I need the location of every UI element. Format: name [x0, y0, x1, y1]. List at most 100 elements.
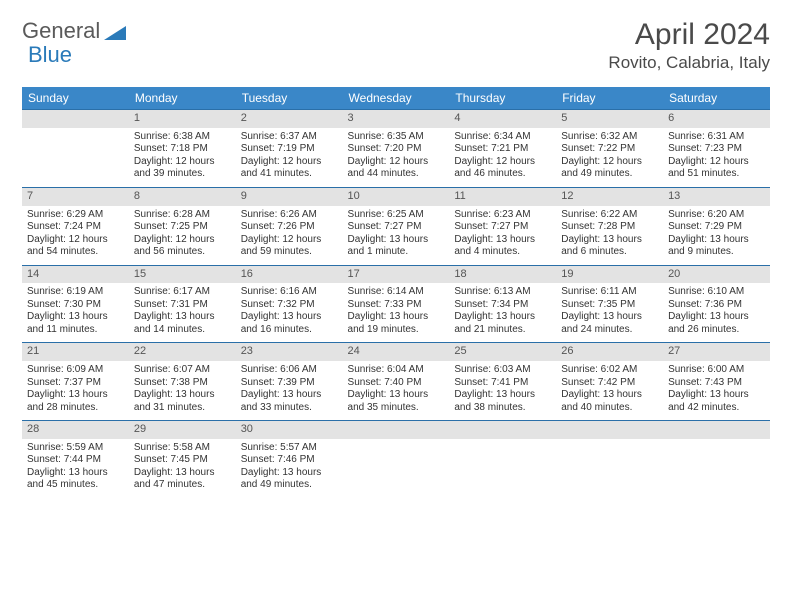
day-info: Sunrise: 6:03 AMSunset: 7:41 PMDaylight:… [449, 361, 556, 420]
daylight-line: Daylight: 13 hours and 26 minutes. [668, 311, 765, 336]
calendar-cell: 11Sunrise: 6:23 AMSunset: 7:27 PMDayligh… [449, 187, 556, 265]
weekday-header: Saturday [663, 87, 770, 109]
weekday-header: Monday [129, 87, 236, 109]
calendar-cell: 20Sunrise: 6:10 AMSunset: 7:36 PMDayligh… [663, 265, 770, 343]
sunrise-line: Sunrise: 6:16 AM [241, 286, 338, 299]
day-number: 1 [129, 109, 236, 128]
day-info: Sunrise: 5:57 AMSunset: 7:46 PMDaylight:… [236, 439, 343, 498]
sunset-line: Sunset: 7:38 PM [134, 377, 231, 390]
sunset-line: Sunset: 7:33 PM [348, 299, 445, 312]
daylight-line: Daylight: 12 hours and 44 minutes. [348, 156, 445, 181]
daylight-line: Daylight: 13 hours and 28 minutes. [27, 389, 124, 414]
calendar-cell: 22Sunrise: 6:07 AMSunset: 7:38 PMDayligh… [129, 342, 236, 420]
calendar-cell: 8Sunrise: 6:28 AMSunset: 7:25 PMDaylight… [129, 187, 236, 265]
daylight-line: Daylight: 13 hours and 31 minutes. [134, 389, 231, 414]
daylight-line: Daylight: 13 hours and 24 minutes. [561, 311, 658, 336]
sunrise-line: Sunrise: 6:25 AM [348, 209, 445, 222]
daylight-line: Daylight: 13 hours and 40 minutes. [561, 389, 658, 414]
day-number: 17 [343, 265, 450, 284]
calendar-cell: 5Sunrise: 6:32 AMSunset: 7:22 PMDaylight… [556, 109, 663, 187]
sunrise-line: Sunrise: 5:57 AM [241, 442, 338, 455]
daylight-line: Daylight: 13 hours and 6 minutes. [561, 234, 658, 259]
sunset-line: Sunset: 7:44 PM [27, 454, 124, 467]
weekday-header: Sunday [22, 87, 129, 109]
calendar-cell: 21Sunrise: 6:09 AMSunset: 7:37 PMDayligh… [22, 342, 129, 420]
calendar-cell: 14Sunrise: 6:19 AMSunset: 7:30 PMDayligh… [22, 265, 129, 343]
day-number: 4 [449, 109, 556, 128]
sunrise-line: Sunrise: 6:38 AM [134, 131, 231, 144]
day-number: 13 [663, 187, 770, 206]
day-number: 14 [22, 265, 129, 284]
day-info: Sunrise: 6:19 AMSunset: 7:30 PMDaylight:… [22, 283, 129, 342]
day-info: Sunrise: 6:32 AMSunset: 7:22 PMDaylight:… [556, 128, 663, 187]
day-number: 25 [449, 342, 556, 361]
calendar-cell [556, 420, 663, 498]
calendar-cell: 7Sunrise: 6:29 AMSunset: 7:24 PMDaylight… [22, 187, 129, 265]
day-info: Sunrise: 6:37 AMSunset: 7:19 PMDaylight:… [236, 128, 343, 187]
calendar-cell: 3Sunrise: 6:35 AMSunset: 7:20 PMDaylight… [343, 109, 450, 187]
day-number: 9 [236, 187, 343, 206]
sunset-line: Sunset: 7:40 PM [348, 377, 445, 390]
weekday-header: Thursday [449, 87, 556, 109]
daylight-line: Daylight: 12 hours and 51 minutes. [668, 156, 765, 181]
sunset-line: Sunset: 7:23 PM [668, 143, 765, 156]
day-info: Sunrise: 6:04 AMSunset: 7:40 PMDaylight:… [343, 361, 450, 420]
daynum-empty [22, 109, 129, 128]
day-number: 23 [236, 342, 343, 361]
sunset-line: Sunset: 7:36 PM [668, 299, 765, 312]
calendar-cell: 1Sunrise: 6:38 AMSunset: 7:18 PMDaylight… [129, 109, 236, 187]
calendar-row: 21Sunrise: 6:09 AMSunset: 7:37 PMDayligh… [22, 342, 770, 420]
daylight-line: Daylight: 13 hours and 45 minutes. [27, 467, 124, 492]
sunrise-line: Sunrise: 6:34 AM [454, 131, 551, 144]
calendar-head: SundayMondayTuesdayWednesdayThursdayFrid… [22, 87, 770, 109]
sunrise-line: Sunrise: 5:58 AM [134, 442, 231, 455]
day-info: Sunrise: 6:28 AMSunset: 7:25 PMDaylight:… [129, 206, 236, 265]
daylight-line: Daylight: 12 hours and 49 minutes. [561, 156, 658, 181]
calendar-row: 1 Sunrise: 6:38 AMSunset: 7:18 PM Daylight… [22, 109, 770, 187]
day-info: Sunrise: 6:02 AMSunset: 7:42 PMDaylight:… [556, 361, 663, 420]
daynum-empty [663, 420, 770, 439]
sunset-line: Sunset: 7:24 PM [27, 221, 124, 234]
sunrise-line: Sunrise: 6:03 AM [454, 364, 551, 377]
sunrise-line: Sunrise: 6:00 AM [668, 364, 765, 377]
brand-logo: General [22, 18, 128, 44]
day-info: Sunrise: 6:13 AMSunset: 7:34 PMDaylight:… [449, 283, 556, 342]
day-number: 29 [129, 420, 236, 439]
calendar-table: SundayMondayTuesdayWednesdayThursdayFrid… [22, 87, 770, 498]
daynum-empty [343, 420, 450, 439]
sunset-line: Sunset: 7:27 PM [348, 221, 445, 234]
daylight-line: Daylight: 13 hours and 42 minutes. [668, 389, 765, 414]
sunrise-line: Sunrise: 6:17 AM [134, 286, 231, 299]
calendar-cell: 12Sunrise: 6:22 AMSunset: 7:28 PMDayligh… [556, 187, 663, 265]
month-title: April 2024 [608, 18, 770, 51]
sunrise-line: Sunrise: 6:11 AM [561, 286, 658, 299]
calendar-cell: 19Sunrise: 6:11 AMSunset: 7:35 PMDayligh… [556, 265, 663, 343]
brand-triangle-icon [104, 22, 126, 40]
sunrise-line: Sunrise: 6:10 AM [668, 286, 765, 299]
sunrise-line: Sunrise: 6:19 AM [27, 286, 124, 299]
sunset-line: Sunset: 7:18 PM [134, 143, 231, 156]
day-info: Sunrise: 6:31 AMSunset: 7:23 PMDaylight:… [663, 128, 770, 187]
calendar-row: 7Sunrise: 6:29 AMSunset: 7:24 PMDaylight… [22, 187, 770, 265]
daylight-line: Daylight: 12 hours and 56 minutes. [134, 234, 231, 259]
calendar-row: 28Sunrise: 5:59 AMSunset: 7:44 PMDayligh… [22, 420, 770, 498]
daylight-line: Daylight: 13 hours and 21 minutes. [454, 311, 551, 336]
brand-part1: General [22, 18, 100, 44]
calendar-cell: 25Sunrise: 6:03 AMSunset: 7:41 PMDayligh… [449, 342, 556, 420]
day-info: Sunrise: 6:06 AMSunset: 7:39 PMDaylight:… [236, 361, 343, 420]
day-info: Sunrise: 5:59 AMSunset: 7:44 PMDaylight:… [22, 439, 129, 498]
sunset-line: Sunset: 7:20 PM [348, 143, 445, 156]
day-info: Sunrise: 6:17 AMSunset: 7:31 PMDaylight:… [129, 283, 236, 342]
calendar-row: 14Sunrise: 6:19 AMSunset: 7:30 PMDayligh… [22, 265, 770, 343]
daylight-line: Daylight: 12 hours and 46 minutes. [454, 156, 551, 181]
day-info: Sunrise: 6:29 AMSunset: 7:24 PMDaylight:… [22, 206, 129, 265]
day-number: 11 [449, 187, 556, 206]
calendar-cell: 16Sunrise: 6:16 AMSunset: 7:32 PMDayligh… [236, 265, 343, 343]
daynum-empty [449, 420, 556, 439]
day-number: 18 [449, 265, 556, 284]
calendar-cell: 9Sunrise: 6:26 AMSunset: 7:26 PMDaylight… [236, 187, 343, 265]
calendar-cell [343, 420, 450, 498]
day-info: Sunrise: 6:22 AMSunset: 7:28 PMDaylight:… [556, 206, 663, 265]
calendar-cell [449, 420, 556, 498]
sunset-line: Sunset: 7:46 PM [241, 454, 338, 467]
